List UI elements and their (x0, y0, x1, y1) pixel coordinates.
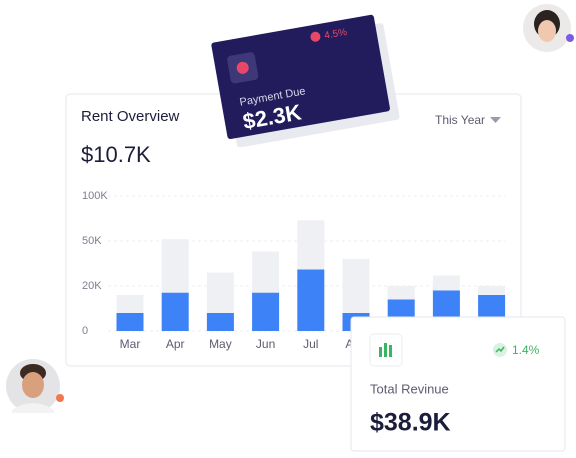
y-tick-label: 50K (82, 235, 102, 247)
dropdown-arrow (490, 117, 501, 123)
card-amount: $38.9K (370, 409, 451, 437)
y-tick-label: 20K (82, 280, 102, 292)
card-body (350, 316, 566, 452)
icon-bar (379, 347, 382, 357)
avatar (6, 359, 64, 413)
bar (206, 313, 234, 331)
change-icon (310, 31, 321, 42)
status-dot (56, 394, 64, 402)
card-body (211, 14, 390, 140)
panel-title: Rent Overview (81, 108, 180, 125)
x-tick-label: May (209, 337, 232, 351)
icon-dot (236, 61, 249, 74)
face (538, 20, 556, 42)
face (22, 372, 44, 398)
change: 1.4% (512, 343, 540, 357)
bar (297, 269, 325, 331)
shirt (12, 403, 54, 413)
change: 4.5% (324, 27, 348, 42)
status-dot (566, 34, 574, 42)
panel-amount: $10.7K (81, 142, 151, 167)
bar (161, 292, 189, 331)
card-label: Total Revinue (370, 381, 449, 396)
bar (116, 313, 144, 331)
payment-card: 4.5% Payment Due $2.3K (211, 14, 400, 148)
bar (252, 292, 280, 331)
x-tick-label: Jun (256, 337, 275, 351)
avatar (523, 4, 574, 52)
y-tick-label: 100K (82, 190, 108, 202)
x-tick-label: Jul (303, 337, 318, 351)
x-tick-label: Apr (166, 337, 185, 351)
x-tick-label: Mar (120, 337, 141, 351)
y-tick-label: 0 (82, 325, 88, 337)
icon-bar (389, 345, 392, 357)
period-select[interactable]: This Year (435, 113, 485, 127)
total-card: 1.4% Total Revinue $38.9K (350, 316, 566, 452)
trend-arrow (495, 346, 505, 353)
icon-bar (384, 343, 387, 357)
